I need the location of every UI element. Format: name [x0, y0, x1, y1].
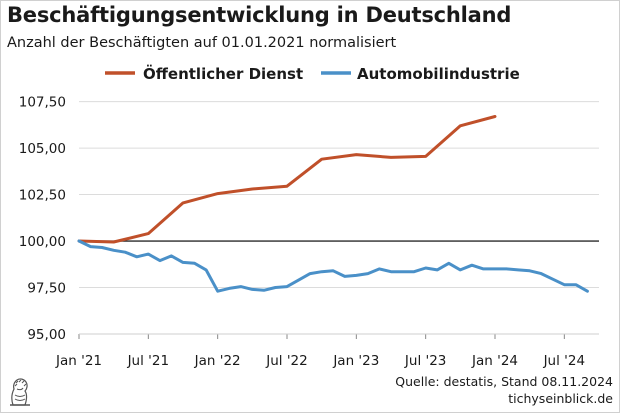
line-chart: 95,00 97,50 100,00 102,50 105,00 107,50 Jan '2… — [19, 64, 599, 369]
legend-label: Automobilindustrie — [357, 65, 520, 83]
publisher-logo-icon — [10, 378, 30, 406]
y-tick-label: 95,00 — [27, 327, 66, 343]
x-tick-label: Jan '21 — [55, 353, 102, 369]
y-tick-label: 97,50 — [27, 281, 66, 297]
chart-subtitle: Anzahl der Beschäftigten auf 01.01.2021 … — [7, 35, 397, 51]
source-label: Quelle: destatis, Stand 08.11.2024 — [395, 374, 613, 389]
y-tick-label: 100,00 — [19, 234, 66, 250]
y-tick-label: 107,50 — [19, 95, 66, 111]
legend-label: Öffentlicher Dienst — [143, 64, 303, 83]
y-tick-label: 102,50 — [19, 188, 66, 204]
series-line-automobilindustrie — [77, 239, 589, 293]
chart-title: Beschäftigungsentwicklung in Deutschland — [7, 3, 512, 27]
x-tick-label: Jul '24 — [543, 353, 585, 369]
x-tick-label: Jul '22 — [265, 353, 307, 369]
x-tick-label: Jan '22 — [194, 353, 241, 369]
y-tick-label: 105,00 — [19, 141, 66, 157]
x-tick-label: Jan '24 — [471, 353, 518, 369]
site-label: tichyseinblick.de — [508, 391, 613, 406]
series-line-oeffentlicher-dienst — [77, 115, 497, 244]
x-tick-label: Jan '23 — [332, 353, 379, 369]
source-note: Quelle: destatis, Stand 08.11.2024 tichy… — [395, 373, 613, 407]
x-tick-label: Jul '23 — [404, 353, 446, 369]
x-tick-label: Jul '21 — [127, 353, 169, 369]
